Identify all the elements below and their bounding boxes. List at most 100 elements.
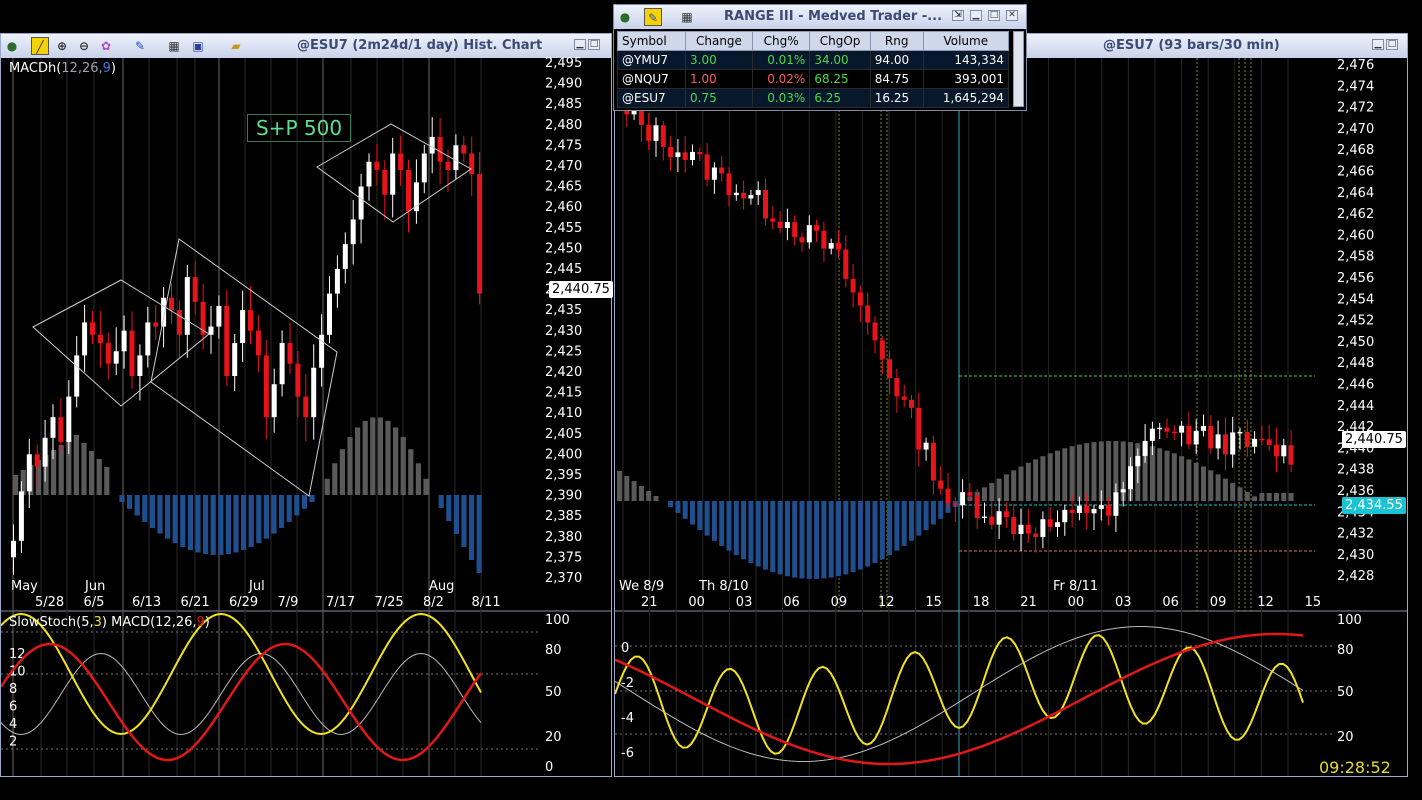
- histogram-bar: [393, 427, 399, 495]
- candle-body: [263, 355, 269, 418]
- range-scrollbar[interactable]: [1013, 31, 1024, 107]
- range-maximize-button[interactable]: □: [988, 10, 1000, 21]
- histogram-bar: [938, 501, 944, 519]
- candle-body: [1222, 434, 1228, 455]
- histogram-bar: [469, 495, 475, 560]
- date-label: 6/21: [181, 595, 210, 610]
- y-tick-label: 2,462: [1337, 207, 1374, 222]
- candle-body: [733, 192, 739, 196]
- range-window[interactable]: ● ✎ ▦ RANGE III - Medved Trader -... ⇲ ▁…: [613, 4, 1027, 111]
- hour-label: 15: [1305, 595, 1322, 610]
- histogram-bar: [20, 470, 26, 495]
- y-tick-label: 2,452: [1337, 314, 1374, 329]
- candle-body: [1164, 427, 1170, 432]
- histogram-bar: [1084, 443, 1090, 501]
- histogram-bar: [1186, 459, 1192, 501]
- hour-label: 00: [1068, 595, 1085, 610]
- app-logo-icon[interactable]: ●: [6, 39, 18, 53]
- left-price-chart[interactable]: 2,495 2,490 2,485 2,480 2,475 2,470 2,465 2,460…: [1, 34, 611, 776]
- hour-label: 21: [641, 595, 658, 610]
- candle-body: [668, 146, 674, 158]
- col-volume[interactable]: Volume: [922, 31, 1010, 51]
- quote-row[interactable]: @YMU7 3.00 0.01% 34.00 94.00 143,334: [617, 50, 1010, 70]
- candle-body: [1062, 509, 1068, 523]
- right-price-chart[interactable]: 2,476 2,474 2,472 2,470 2,468 2,466 2,464 2,462…: [615, 34, 1407, 776]
- histogram-bar: [1098, 441, 1104, 501]
- candle-body: [97, 334, 103, 344]
- pin-icon[interactable]: ✎: [134, 39, 146, 53]
- range-pin-button[interactable]: ⇲: [952, 10, 964, 21]
- left-title-bar[interactable]: ● ╱ ⊕ ⊖ ✿ ✎ ▦ ▣ ▰ @ESU7 (2m24d/1 day) Hi…: [1, 34, 611, 58]
- histogram-bar: [748, 501, 754, 564]
- y-tick-label: 2,438: [1337, 463, 1374, 478]
- candle-body: [770, 218, 776, 222]
- range-minimize-button[interactable]: ▁: [970, 10, 982, 21]
- col-chgop[interactable]: ChgOp: [809, 31, 871, 51]
- right-maximize-button[interactable]: □: [1386, 39, 1398, 50]
- y-tick-label: 2,390: [545, 489, 582, 504]
- y-tick-label: 2,456: [1337, 271, 1374, 286]
- candle-body: [1171, 431, 1177, 434]
- y-tick-label: 2,468: [1337, 143, 1374, 158]
- candle-body: [137, 355, 143, 376]
- layout-grid-icon[interactable]: ▦: [168, 39, 180, 53]
- y-tick-label: 2,425: [545, 344, 582, 359]
- histogram-bar: [909, 501, 914, 541]
- col-rng[interactable]: Rng: [869, 31, 924, 51]
- right-chart-window[interactable]: @ESU7 (93 bars/30 min) ▁ □ 2,476 2,474 2,4…: [614, 33, 1408, 777]
- col-chgpct[interactable]: Chg%: [751, 31, 811, 51]
- histogram-bar: [792, 501, 798, 578]
- histogram-bar: [923, 501, 929, 531]
- hour-label: 12: [878, 595, 895, 610]
- lower-right-tick: 80: [1337, 643, 1354, 658]
- quote-row[interactable]: @NQU7 1.00 0.02% 68.25 84.75 393,001: [617, 69, 1010, 89]
- histogram-bar: [1281, 493, 1287, 501]
- histogram-bar: [195, 495, 201, 553]
- candle-body: [1025, 524, 1031, 534]
- minimize-button[interactable]: ▁: [574, 39, 586, 50]
- range-layout-icon[interactable]: ▦: [681, 10, 693, 24]
- histogram-bar: [1215, 474, 1221, 501]
- histogram-bar: [879, 501, 885, 560]
- histogram-bar: [1106, 441, 1112, 501]
- zoom-in-icon[interactable]: ⊕: [56, 39, 68, 53]
- left-chart-window[interactable]: ● ╱ ⊕ ⊖ ✿ ✎ ▦ ▣ ▰ @ESU7 (2m24d/1 day) Hi…: [0, 33, 613, 777]
- range-app-icon[interactable]: ●: [619, 10, 631, 24]
- range-title-bar[interactable]: ● ✎ ▦ RANGE III - Medved Trader -... ⇲ ▁…: [614, 5, 1026, 29]
- save-icon[interactable]: ▣: [192, 39, 204, 53]
- col-change[interactable]: Change: [685, 31, 753, 51]
- open-folder-icon[interactable]: ▰: [231, 39, 241, 53]
- quote-row[interactable]: @ESU7 0.75 0.03% 6.25 16.25 1,645,294: [617, 88, 1010, 108]
- col-symbol[interactable]: Symbol: [617, 31, 686, 51]
- candle-body: [675, 152, 681, 158]
- sp500-annotation[interactable]: S+P 500: [247, 114, 352, 142]
- y-tick-label: 2,430: [545, 324, 582, 339]
- y-tick-label: 2,410: [545, 406, 582, 421]
- candle-body: [1142, 440, 1148, 456]
- maximize-button[interactable]: □: [588, 39, 600, 50]
- right-minimize-button[interactable]: ▁: [1372, 39, 1384, 50]
- range-close-button[interactable]: ✕: [1006, 10, 1018, 21]
- date-label: 8/2: [423, 595, 444, 610]
- histogram-bar: [1055, 450, 1060, 501]
- candle-body: [153, 322, 159, 327]
- candle-body: [169, 297, 174, 311]
- zoom-out-icon[interactable]: ⊖: [78, 39, 90, 53]
- candle-body: [967, 492, 973, 496]
- chgop-cell: 34.00: [809, 50, 871, 70]
- histogram-bar: [165, 495, 171, 539]
- candle-body: [82, 322, 88, 356]
- y-tick-label: 2,485: [545, 97, 582, 112]
- y-tick-label: 2,420: [545, 365, 582, 380]
- draw-line-icon[interactable]: ╱: [31, 37, 49, 55]
- histogram-bar: [127, 495, 133, 509]
- candle-body: [453, 145, 459, 170]
- color-palette-icon[interactable]: ✿: [100, 39, 112, 53]
- histogram-bar: [58, 445, 64, 495]
- histogram-bar: [301, 495, 307, 509]
- candle-body: [872, 322, 878, 341]
- histogram-bar: [982, 487, 987, 501]
- histogram-bar: [653, 496, 659, 501]
- range-pin-icon[interactable]: ✎: [644, 8, 662, 26]
- histogram-bar: [377, 417, 383, 495]
